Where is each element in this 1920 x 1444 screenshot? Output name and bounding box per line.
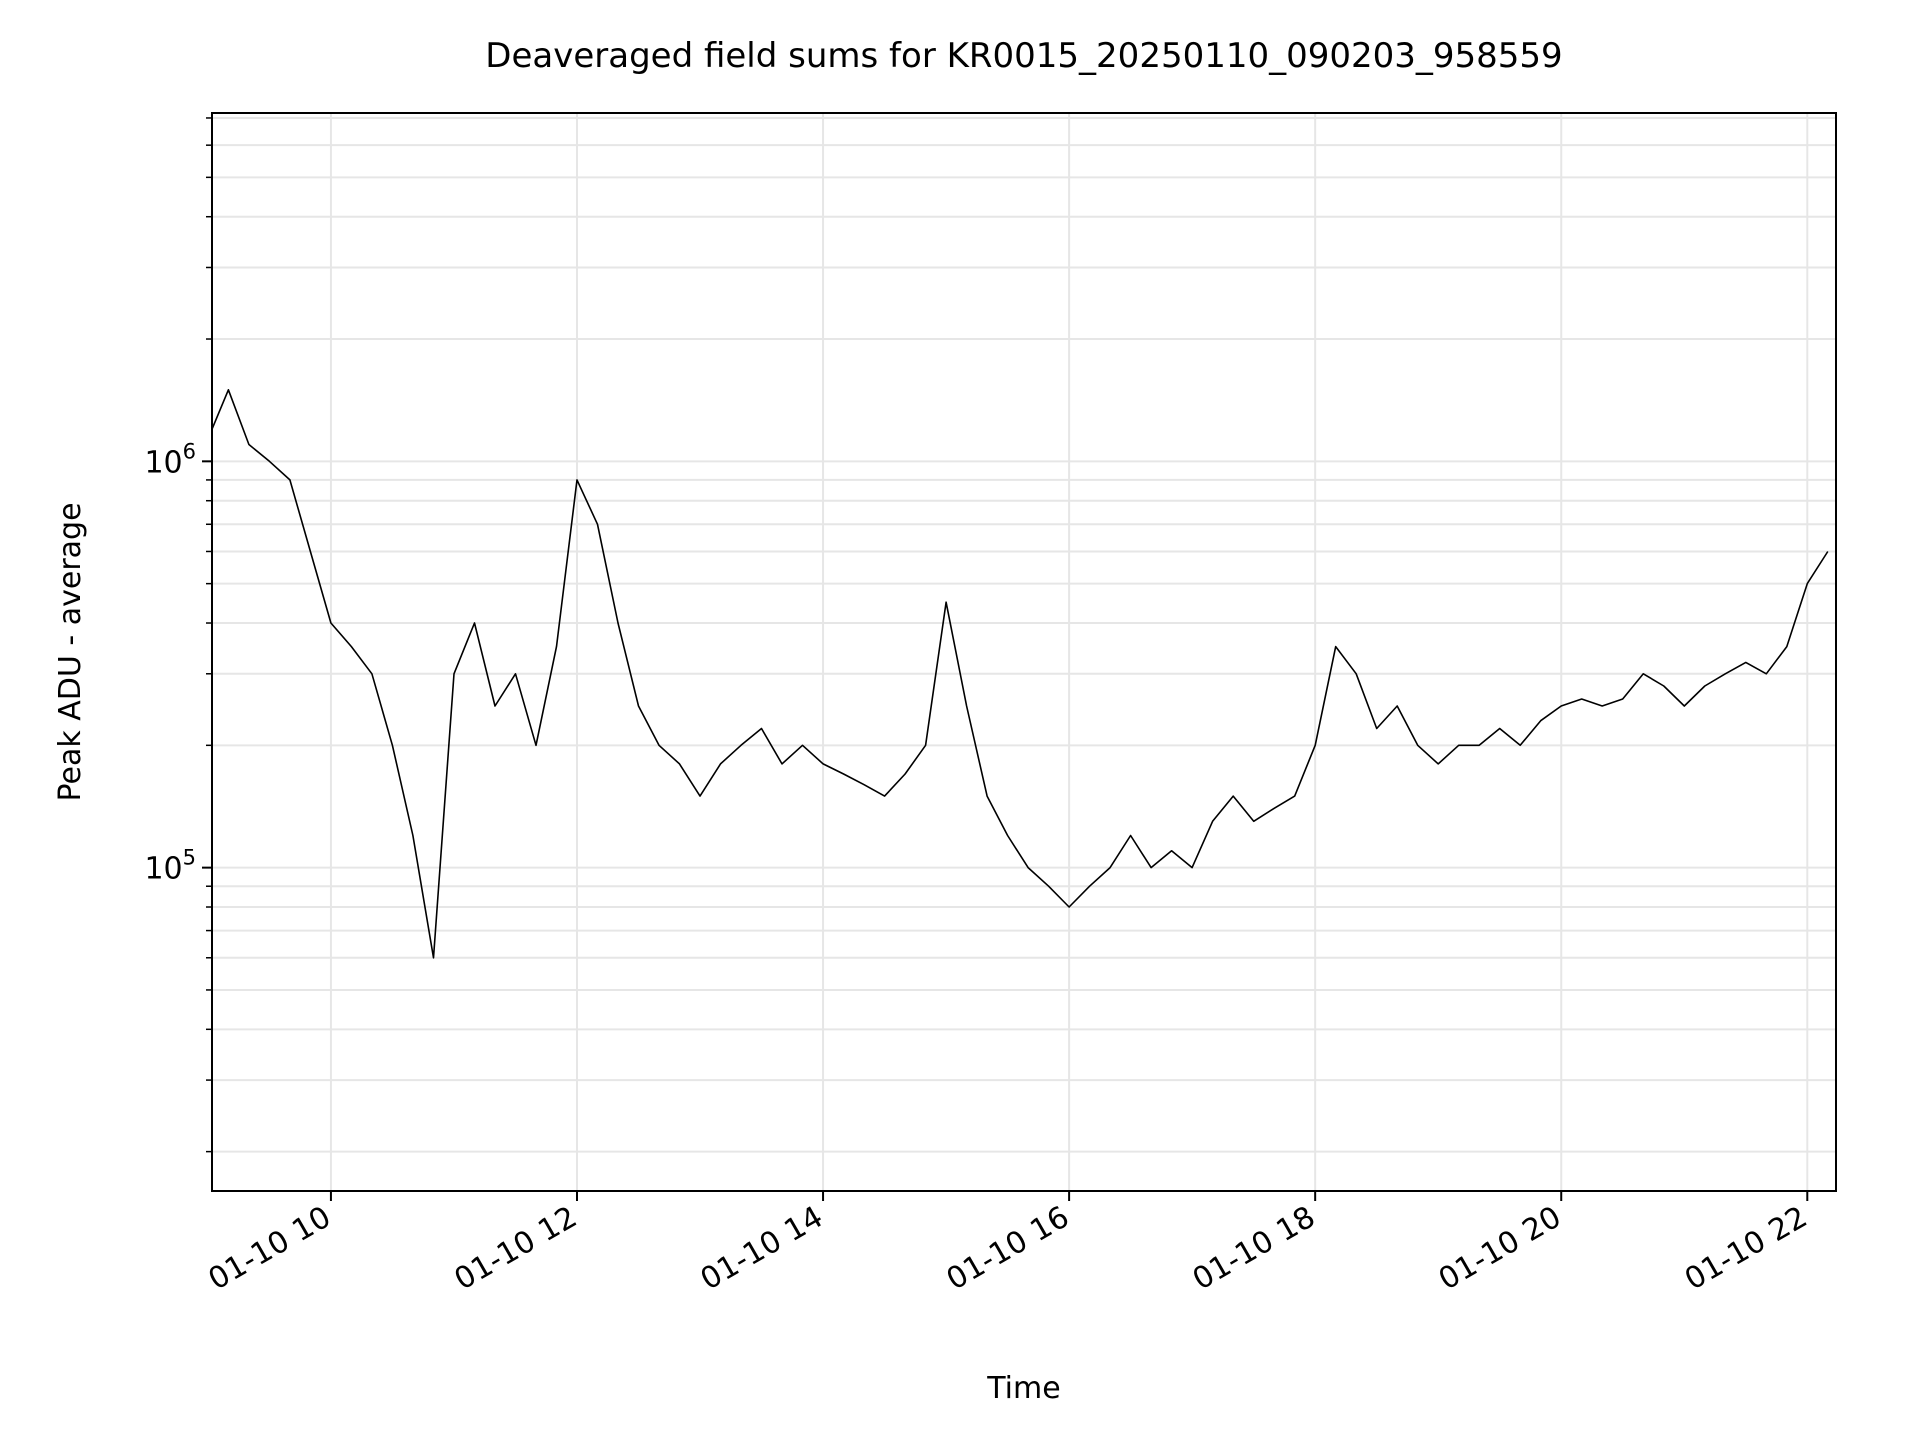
y-tick-label: 106 <box>144 439 196 480</box>
series-line-0 <box>211 388 1829 959</box>
x-tick-label: 01-10 10 <box>203 1200 337 1298</box>
x-tick-label: 01-10 20 <box>1433 1200 1567 1298</box>
x-axis-ticks: 01-10 10 01-10 12 01-10 14 01-10 16 01-10 18… <box>203 1191 1813 1298</box>
x-axis-label: Time <box>986 1371 1060 1406</box>
x-tick-label: 01-10 14 <box>695 1200 829 1298</box>
x-tick-label: 01-10 22 <box>1679 1200 1813 1298</box>
x-tick-label: 01-10 12 <box>449 1200 583 1298</box>
y-tick-label: 105 <box>144 846 196 887</box>
grid-lines <box>212 113 1836 1191</box>
y-axis-ticks: 105 106 <box>144 117 212 1153</box>
x-tick-label: 01-10 18 <box>1187 1200 1321 1298</box>
plot-frame <box>211 112 1837 1192</box>
x-tick-label: 01-10 16 <box>941 1200 1075 1298</box>
data-series <box>211 388 1829 959</box>
chart-title: Deaveraged field sums for KR0015_2025011… <box>485 36 1562 76</box>
y-axis-label: Peak ADU - average <box>53 502 88 801</box>
